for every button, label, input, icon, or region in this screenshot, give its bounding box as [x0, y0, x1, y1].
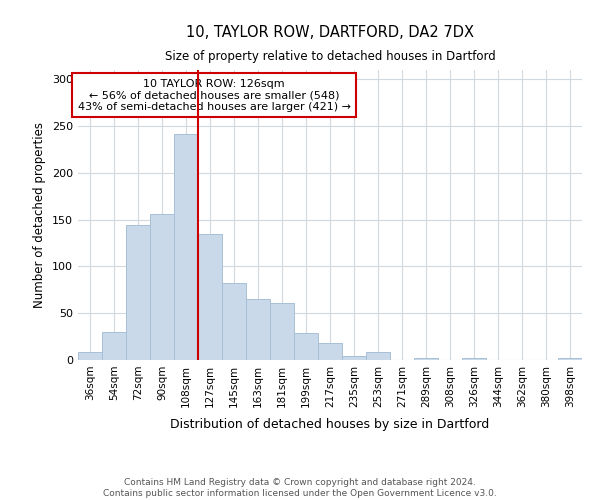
Text: 10 TAYLOR ROW: 126sqm
← 56% of detached houses are smaller (548)
43% of semi-det: 10 TAYLOR ROW: 126sqm ← 56% of detached … [77, 78, 350, 112]
Bar [198, 234, 222, 360]
Bar [126, 226, 150, 360]
Bar [318, 343, 342, 360]
Y-axis label: Number of detached properties: Number of detached properties [34, 122, 46, 308]
Bar [462, 358, 486, 360]
Text: Size of property relative to detached houses in Dartford: Size of property relative to detached ho… [164, 50, 496, 63]
Bar [174, 134, 198, 360]
Bar [342, 356, 366, 360]
Bar [222, 284, 246, 360]
Bar [414, 358, 438, 360]
Text: 10, TAYLOR ROW, DARTFORD, DA2 7DX: 10, TAYLOR ROW, DARTFORD, DA2 7DX [186, 25, 474, 40]
Bar [150, 214, 174, 360]
Bar [270, 303, 294, 360]
Bar [366, 352, 390, 360]
Bar [294, 333, 318, 360]
Bar [78, 352, 102, 360]
Text: Contains HM Land Registry data © Crown copyright and database right 2024.
Contai: Contains HM Land Registry data © Crown c… [103, 478, 497, 498]
Bar [102, 332, 126, 360]
Bar [558, 358, 582, 360]
Bar [246, 299, 270, 360]
X-axis label: Distribution of detached houses by size in Dartford: Distribution of detached houses by size … [170, 418, 490, 431]
